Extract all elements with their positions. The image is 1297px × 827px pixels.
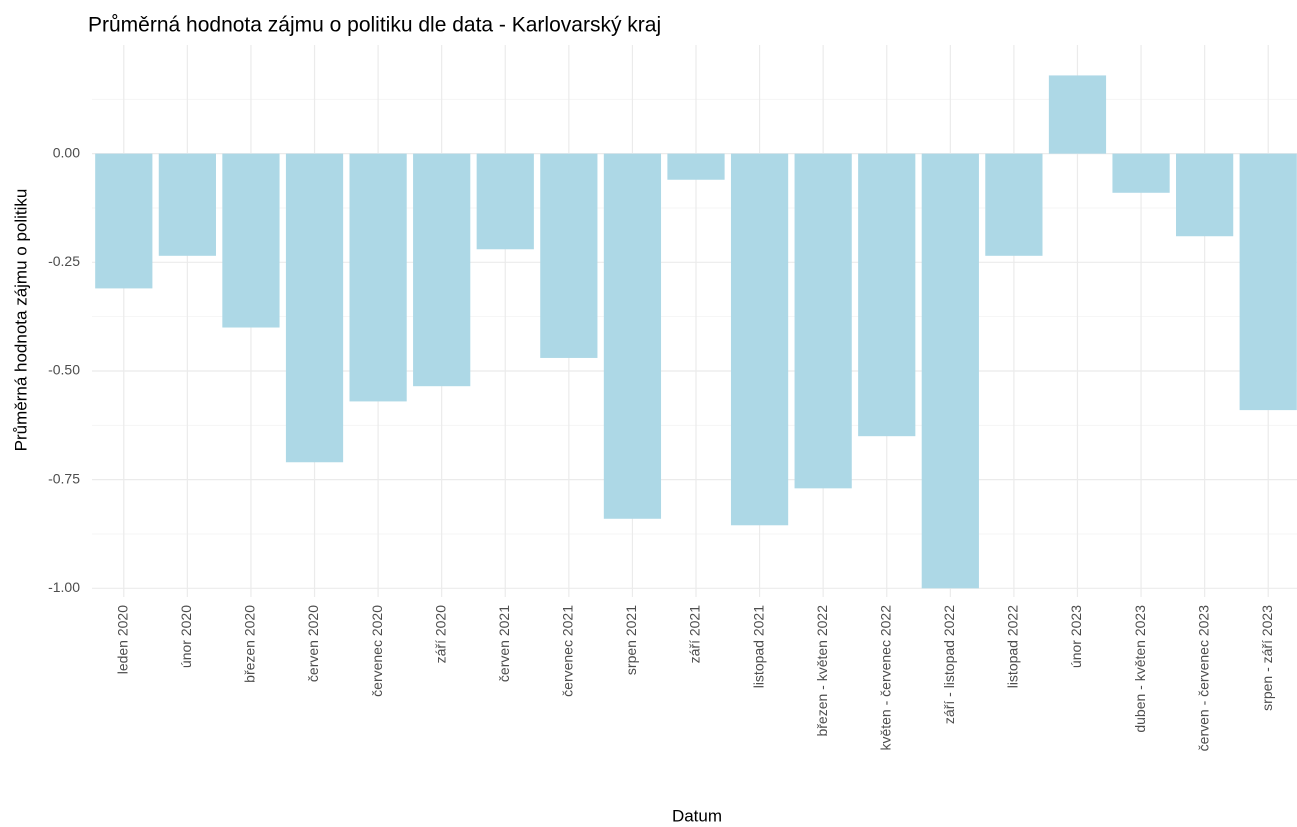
bar — [667, 153, 725, 180]
x-tick-label: únor 2023 — [1068, 605, 1084, 668]
y-tick-label: -0.50 — [48, 362, 80, 378]
bar — [794, 153, 852, 489]
y-tick-label: -0.25 — [48, 253, 80, 269]
x-tick-label: červen 2021 — [496, 605, 512, 682]
bar — [158, 153, 216, 256]
bar — [285, 153, 344, 463]
x-tick-label: červen - červenec 2023 — [1195, 605, 1211, 752]
bar — [603, 153, 662, 519]
y-tick-label: 0.00 — [53, 144, 80, 160]
y-tick-label: -1.00 — [48, 579, 80, 595]
bar — [413, 153, 471, 387]
x-tick-label: srpen - září 2023 — [1259, 605, 1275, 711]
x-tick-label: červenec 2021 — [560, 605, 576, 697]
x-tick-label: duben - květen 2023 — [1132, 605, 1148, 733]
y-tick-label: -0.75 — [48, 470, 80, 486]
bar — [95, 153, 153, 289]
x-tick-label: červenec 2020 — [369, 605, 385, 697]
bar — [1048, 75, 1107, 154]
y-axis-label: Průměrná hodnota zájmu o politiku — [11, 189, 30, 452]
bar — [349, 153, 407, 402]
bars — [95, 75, 1297, 589]
bar — [1112, 153, 1170, 193]
bar — [222, 153, 280, 328]
bar — [985, 153, 1043, 256]
x-tick-label: listopad 2022 — [1005, 605, 1021, 689]
x-tick-label: únor 2020 — [178, 605, 194, 668]
chart-title: Průměrná hodnota zájmu o politiku dle da… — [88, 14, 661, 37]
x-tick-label: listopad 2021 — [750, 605, 766, 689]
x-tick-label: březen 2020 — [242, 605, 258, 683]
bar — [858, 153, 916, 437]
x-tick-label: leden 2020 — [114, 605, 130, 675]
x-tick-label: září 2021 — [687, 605, 703, 664]
x-tick-label: září - listopad 2022 — [941, 605, 957, 724]
x-tick-label: březen - květen 2022 — [814, 605, 830, 737]
bar — [540, 153, 598, 358]
x-tick-label: květen - červenec 2022 — [877, 605, 893, 751]
bar — [1239, 153, 1297, 411]
x-tick-label: září 2020 — [432, 605, 448, 664]
x-axis-label: Datum — [672, 806, 722, 825]
bar — [730, 153, 789, 526]
bar — [476, 153, 534, 250]
x-tick-label: červen 2020 — [305, 605, 321, 682]
bar — [921, 153, 979, 589]
bar — [1176, 153, 1234, 237]
x-tick-label: srpen 2021 — [623, 605, 639, 675]
